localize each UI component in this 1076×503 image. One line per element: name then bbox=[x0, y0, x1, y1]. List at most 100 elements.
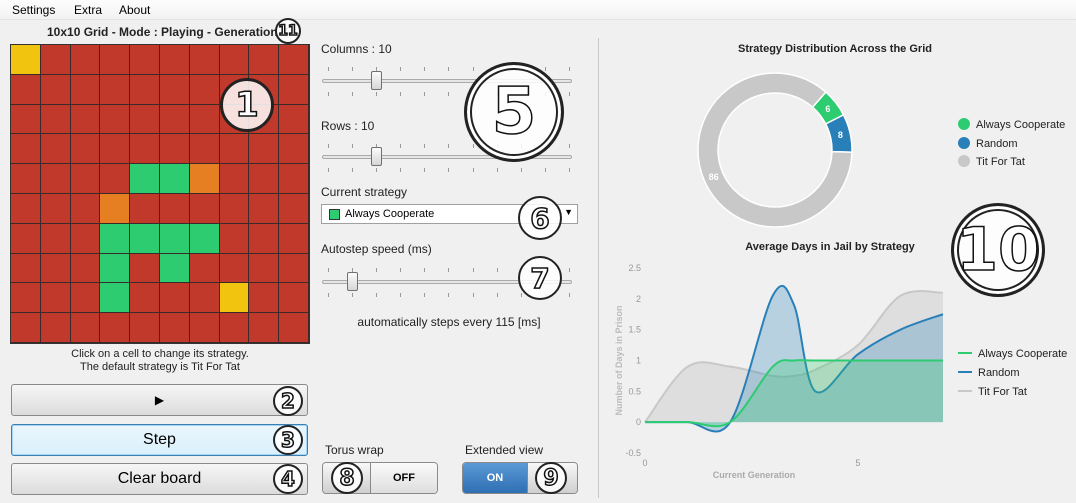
grid-cell[interactable] bbox=[70, 45, 101, 75]
grid-cell[interactable] bbox=[159, 164, 190, 194]
grid-cell[interactable] bbox=[159, 134, 190, 165]
grid-cell[interactable] bbox=[159, 74, 190, 105]
grid-cell[interactable] bbox=[130, 223, 160, 254]
grid-cell[interactable] bbox=[249, 164, 280, 194]
grid-cell[interactable] bbox=[159, 283, 190, 314]
grid-cell[interactable] bbox=[279, 104, 309, 135]
grid-cell[interactable] bbox=[130, 104, 160, 135]
columns-slider[interactable] bbox=[322, 79, 572, 83]
grid-cell[interactable] bbox=[11, 283, 41, 314]
play-button[interactable]: ▶ bbox=[11, 384, 308, 416]
grid-cell[interactable] bbox=[40, 313, 71, 343]
grid-cell[interactable] bbox=[100, 223, 131, 254]
grid-cell[interactable] bbox=[189, 104, 220, 135]
grid-cell[interactable] bbox=[40, 74, 71, 105]
grid-cell[interactable] bbox=[70, 104, 101, 135]
grid-cell[interactable] bbox=[40, 223, 71, 254]
grid-cell[interactable] bbox=[189, 313, 220, 343]
speed-slider[interactable] bbox=[322, 280, 572, 284]
grid-cell[interactable] bbox=[11, 74, 41, 105]
grid-cell[interactable] bbox=[249, 223, 280, 254]
grid-cell[interactable] bbox=[249, 45, 280, 75]
grid-cell[interactable] bbox=[40, 45, 71, 75]
grid-cell[interactable] bbox=[279, 134, 309, 165]
grid-cell[interactable] bbox=[279, 223, 309, 254]
grid-cell[interactable] bbox=[100, 193, 131, 224]
grid-cell[interactable] bbox=[40, 164, 71, 194]
grid-cell[interactable] bbox=[189, 134, 220, 165]
grid-cell[interactable] bbox=[130, 134, 160, 165]
grid-cell[interactable] bbox=[249, 193, 280, 224]
grid-cell[interactable] bbox=[130, 313, 160, 343]
grid-cell[interactable] bbox=[219, 164, 250, 194]
grid-cell[interactable] bbox=[130, 283, 160, 314]
grid-cell[interactable] bbox=[219, 45, 250, 75]
grid-cell[interactable] bbox=[219, 283, 250, 314]
grid-cell[interactable] bbox=[279, 193, 309, 224]
grid-cell[interactable] bbox=[249, 134, 280, 165]
grid-cell[interactable] bbox=[70, 164, 101, 194]
grid-cell[interactable] bbox=[219, 253, 250, 284]
grid-cell[interactable] bbox=[11, 253, 41, 284]
grid-cell[interactable] bbox=[189, 74, 220, 105]
grid-cell[interactable] bbox=[130, 253, 160, 284]
grid-cell[interactable] bbox=[70, 74, 101, 105]
grid-cell[interactable] bbox=[189, 45, 220, 75]
grid-cell[interactable] bbox=[70, 193, 101, 224]
grid-cell[interactable] bbox=[11, 134, 41, 165]
grid-cell[interactable] bbox=[70, 283, 101, 314]
grid-cell[interactable] bbox=[100, 283, 131, 314]
grid-cell[interactable] bbox=[279, 74, 309, 105]
grid-cell[interactable] bbox=[130, 74, 160, 105]
grid-cell[interactable] bbox=[11, 223, 41, 254]
grid-cell[interactable] bbox=[159, 313, 190, 343]
grid-cell[interactable] bbox=[40, 104, 71, 135]
menu-settings[interactable]: Settings bbox=[12, 3, 56, 17]
grid-cell[interactable] bbox=[189, 253, 220, 284]
grid-cell[interactable] bbox=[130, 193, 160, 224]
speed-slider-thumb[interactable] bbox=[347, 272, 358, 291]
grid-cell[interactable] bbox=[100, 134, 131, 165]
grid-cell[interactable] bbox=[100, 313, 131, 343]
grid-cell[interactable] bbox=[249, 283, 280, 314]
grid-cell[interactable] bbox=[11, 45, 41, 75]
grid-cell[interactable] bbox=[279, 164, 309, 194]
grid-cell[interactable] bbox=[100, 74, 131, 105]
grid-cell[interactable] bbox=[70, 134, 101, 165]
grid-cell[interactable] bbox=[159, 45, 190, 75]
grid-cell[interactable] bbox=[159, 223, 190, 254]
grid-cell[interactable] bbox=[249, 253, 280, 284]
grid-cell[interactable] bbox=[40, 134, 71, 165]
rows-slider[interactable] bbox=[322, 155, 572, 159]
step-button[interactable]: Step bbox=[11, 424, 308, 456]
grid-cell[interactable] bbox=[189, 193, 220, 224]
grid-cell[interactable] bbox=[100, 104, 131, 135]
grid-cell[interactable] bbox=[219, 134, 250, 165]
grid-cell[interactable] bbox=[130, 164, 160, 194]
grid-cell[interactable] bbox=[159, 104, 190, 135]
clear-board-button[interactable]: Clear board bbox=[11, 463, 308, 495]
grid-cell[interactable] bbox=[219, 313, 250, 343]
grid-cell[interactable] bbox=[100, 45, 131, 75]
grid-cell[interactable] bbox=[100, 164, 131, 194]
strategy-select[interactable]: Always Cooperate ▼ bbox=[321, 204, 578, 224]
grid-cell[interactable] bbox=[159, 193, 190, 224]
grid-cell[interactable] bbox=[279, 253, 309, 284]
grid-cell[interactable] bbox=[40, 283, 71, 314]
grid-cell[interactable] bbox=[11, 164, 41, 194]
grid-cell[interactable] bbox=[249, 313, 280, 343]
grid-cell[interactable] bbox=[70, 223, 101, 254]
menu-about[interactable]: About bbox=[119, 3, 151, 17]
columns-slider-thumb[interactable] bbox=[371, 71, 382, 90]
grid-cell[interactable] bbox=[11, 193, 41, 224]
grid-cell[interactable] bbox=[189, 283, 220, 314]
grid-cell[interactable] bbox=[189, 223, 220, 254]
grid-cell[interactable] bbox=[219, 223, 250, 254]
grid-cell[interactable] bbox=[40, 193, 71, 224]
grid-cell[interactable] bbox=[40, 253, 71, 284]
grid-cell[interactable] bbox=[130, 45, 160, 75]
grid-cell[interactable] bbox=[11, 104, 41, 135]
grid-cell[interactable] bbox=[219, 193, 250, 224]
grid-cell[interactable] bbox=[70, 253, 101, 284]
grid-cell[interactable] bbox=[279, 45, 309, 75]
